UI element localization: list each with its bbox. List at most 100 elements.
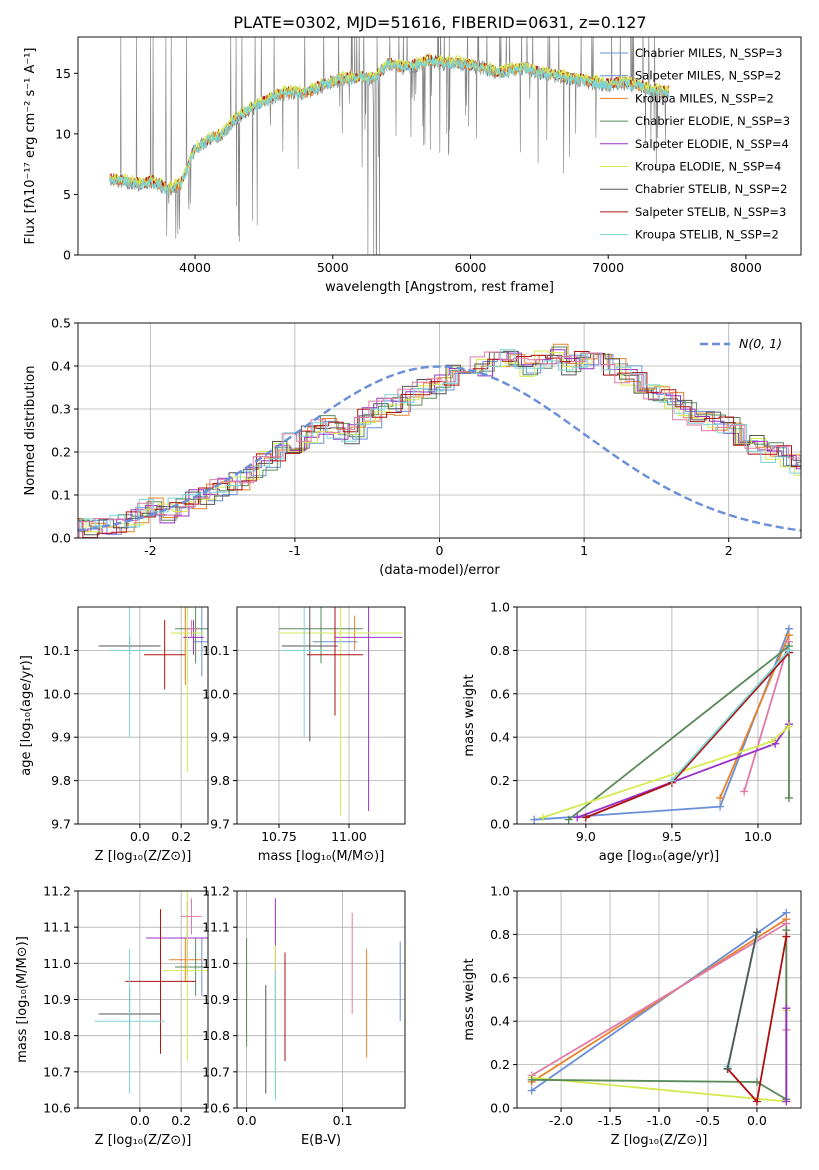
y-tick-label: 0.1 <box>51 488 71 503</box>
x-tick-label: -2.0 <box>549 1113 573 1128</box>
y-tick-label: 9.8 <box>51 773 71 788</box>
model-spectrum-line <box>109 52 670 192</box>
y-tick-label: 10.1 <box>43 643 71 658</box>
x-tick-label: 10.0 <box>744 829 772 844</box>
y-tick-label: 10.1 <box>202 643 230 658</box>
y-tick-label: 11.2 <box>43 884 71 899</box>
legend-entry: Chabrier ELODIE, N_SSP=3 <box>635 114 790 128</box>
mass-vs-metallicity-panel: 0.0 0.2 10.6 10.7 10.8 10.9 11.0 11.1 11.2 Z [log… <box>15 884 209 1148</box>
y-tick-label: 10.8 <box>202 1028 230 1043</box>
series-point <box>581 813 590 822</box>
series-point <box>784 793 793 802</box>
y-tick-label: 10.8 <box>43 1028 71 1043</box>
legend-entry: Salpeter ELODIE, N_SSP=4 <box>635 137 789 151</box>
histogram-series <box>78 350 801 536</box>
y-axis-label: mass weight <box>462 958 477 1040</box>
histogram-series <box>78 351 801 538</box>
x-tick-label: 0.0 <box>130 829 150 844</box>
histogram-series <box>78 350 801 533</box>
legend-entry: Salpeter MILES, N_SSP=2 <box>635 69 781 83</box>
x-tick-label: 4000 <box>179 260 211 275</box>
y-tick-label: 11.0 <box>202 956 230 971</box>
y-tick-label: 0.0 <box>490 817 510 832</box>
errorbar-marks <box>246 898 401 1101</box>
series-point <box>752 928 761 937</box>
x-tick-label: 0.0 <box>130 1113 150 1128</box>
spectrum-traces <box>109 37 670 255</box>
x-tick-label: 6000 <box>455 260 487 275</box>
x-tick-label: 0.2 <box>171 1113 191 1128</box>
x-tick-label: -1 <box>289 543 301 558</box>
series-line <box>743 641 790 792</box>
y-tick-label: 10.9 <box>43 992 71 1007</box>
y-tick-label: 0.4 <box>490 730 510 745</box>
y-tick-label: 0.2 <box>490 1057 510 1072</box>
y-tick-label: 10 <box>55 126 71 141</box>
legend-entry: Chabrier STELIB, N_SSP=2 <box>635 182 787 196</box>
errorbar-marks <box>279 607 403 816</box>
y-tick-label: 9.8 <box>210 773 230 788</box>
y-tick-label: 15 <box>55 66 71 81</box>
x-tick-label: 8000 <box>730 260 762 275</box>
x-tick-label: 11.00 <box>331 829 367 844</box>
series-point <box>667 776 676 785</box>
model-spectrum-line <box>109 56 670 195</box>
series-line <box>671 649 790 782</box>
histogram-steps <box>78 343 801 538</box>
series-point <box>716 802 725 811</box>
y-axis-label: Flux [fλ10⁻¹⁷ erg cm⁻² s⁻¹ A⁻¹] <box>23 48 38 245</box>
x-tick-label: 0.0 <box>237 1113 257 1128</box>
axes-frame <box>516 606 802 825</box>
series-point <box>782 932 791 941</box>
y-tick-label: 0.0 <box>51 531 71 546</box>
x-tick-label: 0.1 <box>333 1113 353 1128</box>
y-tick-label: 0.4 <box>51 359 71 374</box>
x-tick-label: -1.5 <box>598 1113 622 1128</box>
x-tick-label: 9.0 <box>576 829 596 844</box>
series-line <box>542 725 790 819</box>
age-vs-metallicity-panel: 0.0 0.2 9.7 9.8 9.9 10.0 10.1 Z [log₁₀(Z/Z⊙)] ag… <box>19 606 209 864</box>
y-tick-label: 0 <box>63 248 71 263</box>
y-tick-label: 0.6 <box>490 970 510 985</box>
normal-distribution-curve <box>78 365 801 532</box>
y-axis-label: mass [log₁₀(M/M⊙)] <box>15 936 30 1063</box>
y-tick-label: 10.6 <box>43 1101 71 1116</box>
series-line <box>531 918 787 1083</box>
axes-frame <box>77 606 209 825</box>
x-axis-label: age [log₁₀(age/yr)] <box>599 849 720 864</box>
mass-weight-vs-metallicity-panel: -2.0 -1.5 -1.0 -0.5 0.0 0.0 0.2 0.4 0.6 0.8 1.0 Z [… <box>462 884 802 1148</box>
y-axis-label: mass weight <box>462 674 477 756</box>
x-axis-label: E(B-V) <box>301 1133 341 1148</box>
y-tick-label: 0.3 <box>51 402 71 417</box>
y-axis-label: age [log₁₀(age/yr)] <box>19 655 34 776</box>
y-tick-label: 0.0 <box>490 1101 510 1116</box>
series-point <box>527 1086 536 1095</box>
y-tick-label: 5 <box>63 187 71 202</box>
y-tick-label: 9.9 <box>51 730 71 745</box>
axes-frame <box>236 606 406 825</box>
series-point <box>782 1097 791 1106</box>
x-tick-label: 0.0 <box>747 1113 767 1128</box>
figure-title: PLATE=0302, MJD=51616, FIBERID=0631, z=0… <box>233 13 646 32</box>
y-tick-label: 10.7 <box>202 1064 230 1079</box>
legend-entry: Kroupa MILES, N_SSP=2 <box>635 91 774 105</box>
y-tick-label: 0.8 <box>490 643 510 658</box>
histogram-series <box>78 346 801 527</box>
x-tick-label: 0.2 <box>171 829 191 844</box>
y-tick-label: 11.2 <box>202 884 230 899</box>
y-tick-label: 9.7 <box>210 817 230 832</box>
y-tick-label: 10.7 <box>43 1064 71 1079</box>
y-tick-label: 11.1 <box>202 920 230 935</box>
x-tick-label: 0 <box>436 543 444 558</box>
series-point <box>784 646 793 655</box>
legend-entry: N(0, 1) <box>739 336 782 351</box>
x-axis-label: Z [log₁₀(Z/Z⊙)] <box>95 1133 192 1148</box>
y-tick-label: 11.1 <box>43 920 71 935</box>
residual-histogram-panel: -2 -1 0 1 2 0.0 0.1 0.2 0.3 0.4 0.5 (data-model)/er… <box>23 316 802 578</box>
legend-entry: Chabrier MILES, N_SSP=3 <box>635 46 782 60</box>
y-tick-label: 0.6 <box>490 686 510 701</box>
y-axis-label: Normed distribution <box>23 366 38 496</box>
series-point <box>740 787 749 796</box>
series-point <box>716 793 725 802</box>
y-tick-label: 11.0 <box>43 956 71 971</box>
